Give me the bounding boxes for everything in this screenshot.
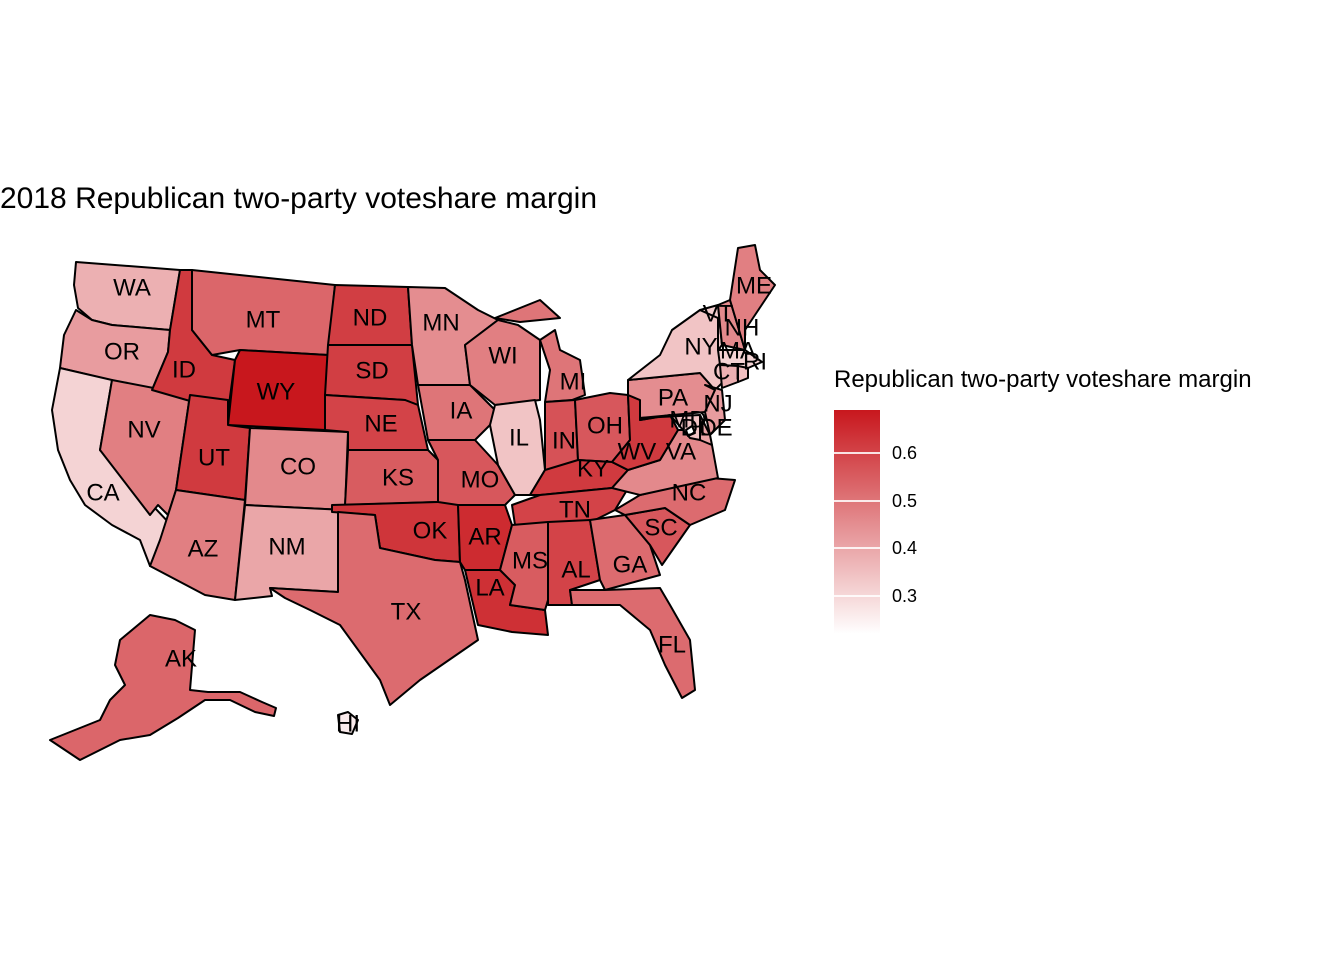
state-label-MA: MA	[720, 338, 756, 365]
state-label-MD: MD	[669, 407, 706, 434]
state-MI[interactable]	[494, 299, 586, 403]
legend-tick-mark	[834, 499, 880, 502]
state-AK[interactable]	[49, 614, 277, 761]
plot-title: 2018 Republican two-party voteshare marg…	[0, 182, 597, 215]
state-label-WY: WY	[257, 379, 296, 406]
state-label-PA: PA	[658, 385, 688, 412]
state-label-IN: IN	[552, 428, 576, 455]
state-label-AZ: AZ	[188, 536, 219, 563]
state-TX[interactable]	[269, 511, 479, 706]
state-label-IA: IA	[450, 398, 473, 425]
state-label-OK: OK	[413, 518, 448, 545]
legend-tick-label: 0.3	[892, 585, 918, 606]
state-label-CO: CO	[280, 454, 316, 481]
state-label-SD: SD	[355, 358, 388, 385]
state-label-NV: NV	[127, 417, 160, 444]
state-label-CA: CA	[86, 480, 119, 507]
state-HI[interactable]	[337, 711, 359, 735]
state-label-ID: ID	[172, 357, 196, 384]
legend-title: Republican two-party voteshare margin	[834, 366, 1252, 393]
state-label-NJ: NJ	[703, 391, 732, 418]
state-label-DC: DC	[681, 415, 716, 442]
state-WY[interactable]	[227, 349, 329, 431]
state-label-WA: WA	[113, 275, 151, 302]
state-label-MS: MS	[512, 548, 548, 575]
state-label-AL: AL	[561, 557, 590, 584]
state-label-RI: RI	[743, 349, 767, 376]
state-label-HI: HI	[336, 711, 360, 738]
state-FL[interactable]	[569, 587, 696, 699]
state-label-IL: IL	[509, 425, 529, 452]
state-RI[interactable]	[737, 365, 749, 383]
state-label-OR: OR	[104, 339, 140, 366]
state-WI[interactable]	[464, 319, 541, 406]
legend-tick-mark	[834, 594, 880, 597]
state-MD[interactable]	[639, 414, 701, 441]
state-label-MI: MI	[560, 369, 587, 396]
state-label-GA: GA	[613, 552, 648, 579]
state-label-ND: ND	[353, 305, 388, 332]
state-label-WI: WI	[488, 343, 517, 370]
state-label-SC: SC	[644, 515, 677, 542]
state-label-OH: OH	[587, 413, 623, 440]
state-label-NE: NE	[364, 411, 397, 438]
state-label-VA: VA	[666, 439, 696, 466]
state-label-MO: MO	[461, 467, 500, 494]
state-VT[interactable]	[699, 304, 723, 351]
state-label-UT: UT	[198, 445, 230, 472]
state-label-WV: WV	[618, 439, 657, 466]
state-label-FL: FL	[658, 632, 686, 659]
legend-tick-label: 0.5	[892, 490, 918, 511]
legend-tick-mark	[834, 451, 880, 454]
state-label-VT: VT	[703, 301, 734, 328]
state-label-CT: CT	[713, 359, 745, 386]
state-label-KS: KS	[382, 465, 414, 492]
state-label-LA: LA	[475, 575, 504, 602]
state-label-MT: MT	[246, 307, 281, 334]
state-DC[interactable]	[685, 425, 696, 437]
state-label-DE: DE	[699, 415, 732, 442]
state-label-TX: TX	[391, 599, 422, 626]
state-label-AK: AK	[165, 646, 197, 673]
state-label-AR: AR	[468, 524, 501, 551]
state-label-ME: ME	[736, 273, 772, 300]
state-ME[interactable]	[729, 244, 776, 351]
state-MA[interactable]	[717, 349, 763, 369]
state-label-NM: NM	[268, 534, 305, 561]
state-label-TN: TN	[559, 497, 591, 524]
state-label-NC: NC	[672, 480, 707, 507]
legend-tick-mark	[834, 547, 880, 550]
state-label-MN: MN	[422, 310, 459, 337]
legend-tick-label: 0.4	[892, 538, 918, 559]
state-label-KY: KY	[577, 456, 609, 483]
state-label-NY: NY	[684, 334, 717, 361]
legend-tick-label: 0.6	[892, 442, 918, 463]
state-label-NH: NH	[725, 315, 760, 342]
legend-colorbar	[834, 410, 880, 634]
